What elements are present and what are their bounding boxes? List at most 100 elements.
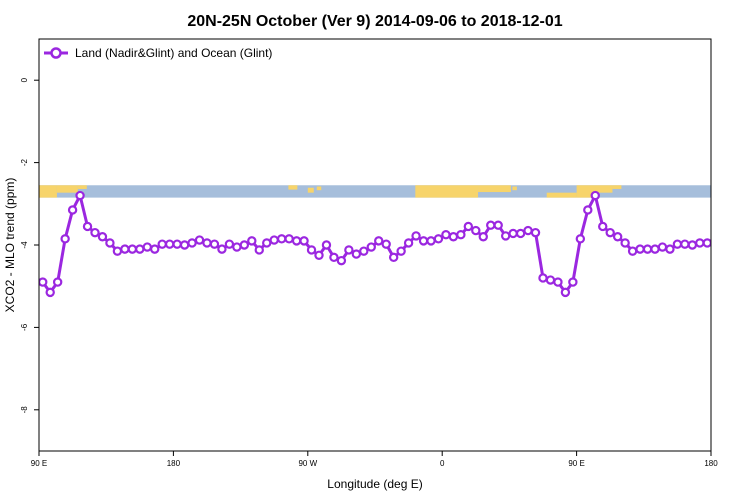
data-point: [344, 245, 354, 255]
data-point: [105, 238, 115, 248]
data-point: [650, 244, 660, 254]
series-line: [41, 194, 708, 294]
data-point: [523, 225, 533, 236]
x-tick-label: 0: [440, 459, 445, 468]
data-point: [262, 238, 272, 248]
data-point: [657, 242, 668, 252]
data-point: [314, 250, 324, 260]
data-point: [306, 245, 317, 255]
data-point: [545, 275, 556, 285]
data-point: [276, 234, 287, 244]
data-point: [224, 239, 235, 249]
data-point: [90, 227, 100, 238]
data-point: [441, 229, 451, 240]
x-tick-label: 90 E: [568, 459, 584, 468]
data-point: [388, 252, 399, 263]
data-point: [329, 252, 339, 263]
data-point: [486, 220, 496, 230]
land-patch: [39, 185, 57, 198]
legend: Land (Nadir&Glint) and Ocean (Glint): [44, 46, 272, 60]
land-patch: [546, 192, 577, 198]
data-point: [672, 239, 683, 249]
data-point: [336, 255, 347, 266]
data-point: [635, 244, 645, 254]
land-patch: [512, 186, 517, 191]
map-band: [39, 185, 711, 198]
data-point: [538, 273, 548, 283]
data-point: [202, 238, 212, 248]
data-point: [351, 249, 362, 259]
data-point: [239, 240, 250, 250]
data-point: [82, 221, 93, 232]
data-point: [500, 231, 511, 241]
data-point: [530, 227, 541, 238]
land-patch: [594, 185, 613, 193]
data-point: [381, 239, 391, 249]
data-point: [463, 221, 474, 232]
data-point: [553, 277, 563, 287]
data-point: [575, 234, 586, 244]
y-tick-label: -6: [20, 323, 29, 331]
data-point: [374, 236, 384, 246]
data-point: [209, 239, 220, 249]
data-point: [620, 238, 630, 248]
data-point: [127, 244, 138, 254]
series-layer: [39, 190, 711, 298]
y-tick-label: -4: [20, 241, 29, 249]
data-point: [418, 236, 429, 246]
data-point: [448, 232, 459, 242]
land-patch: [415, 185, 479, 198]
legend-label: Land (Nadir&Glint) and Ocean (Glint): [75, 46, 272, 60]
land-patch: [612, 185, 622, 189]
data-point: [179, 240, 190, 250]
data-point: [665, 244, 675, 254]
data-point: [150, 244, 160, 254]
chart-title: 20N-25N October (Ver 9) 2014-09-06 to 20…: [187, 13, 562, 30]
data-point: [52, 277, 63, 287]
y-axis-label: XCO2 - MLO trend (ppm): [3, 178, 17, 313]
data-point: [396, 246, 406, 256]
data-point: [67, 205, 78, 215]
data-point: [403, 238, 414, 248]
y-axis: 0 -2 -4 -6 -8: [20, 77, 39, 413]
data-point: [411, 231, 421, 241]
land-patch: [77, 185, 87, 189]
data-point: [590, 190, 600, 201]
data-point: [456, 229, 466, 240]
data-point: [426, 236, 436, 246]
data-point: [493, 220, 503, 230]
data-point: [45, 287, 55, 298]
data-point: [695, 238, 705, 248]
data-point: [120, 244, 130, 254]
land-patch: [316, 186, 322, 191]
data-point: [366, 242, 376, 252]
x-tick-label: 90 W: [298, 459, 317, 468]
x-axis-label: Longitude (deg E): [327, 477, 422, 491]
x-tick-label: 180: [704, 459, 718, 468]
plot-frame: [38, 38, 712, 452]
data-point: [194, 235, 205, 245]
data-point: [187, 238, 197, 248]
land-patch: [576, 185, 595, 198]
data-point: [299, 236, 309, 246]
data-point: [135, 244, 145, 254]
data-point: [598, 221, 608, 232]
data-point: [75, 190, 85, 201]
data-point: [680, 239, 690, 249]
data-point: [612, 232, 623, 242]
data-point: [568, 277, 578, 287]
data-point: [560, 287, 571, 298]
data-point: [702, 238, 711, 248]
data-point: [217, 244, 227, 254]
data-point: [359, 246, 369, 256]
data-point: [583, 205, 593, 215]
data-point: [627, 246, 638, 256]
data-point: [642, 244, 653, 254]
data-point: [515, 228, 526, 239]
data-point: [247, 236, 257, 246]
data-point: [254, 245, 264, 255]
data-point: [157, 239, 167, 249]
data-point: [97, 232, 108, 242]
ocean-band: [39, 185, 711, 198]
